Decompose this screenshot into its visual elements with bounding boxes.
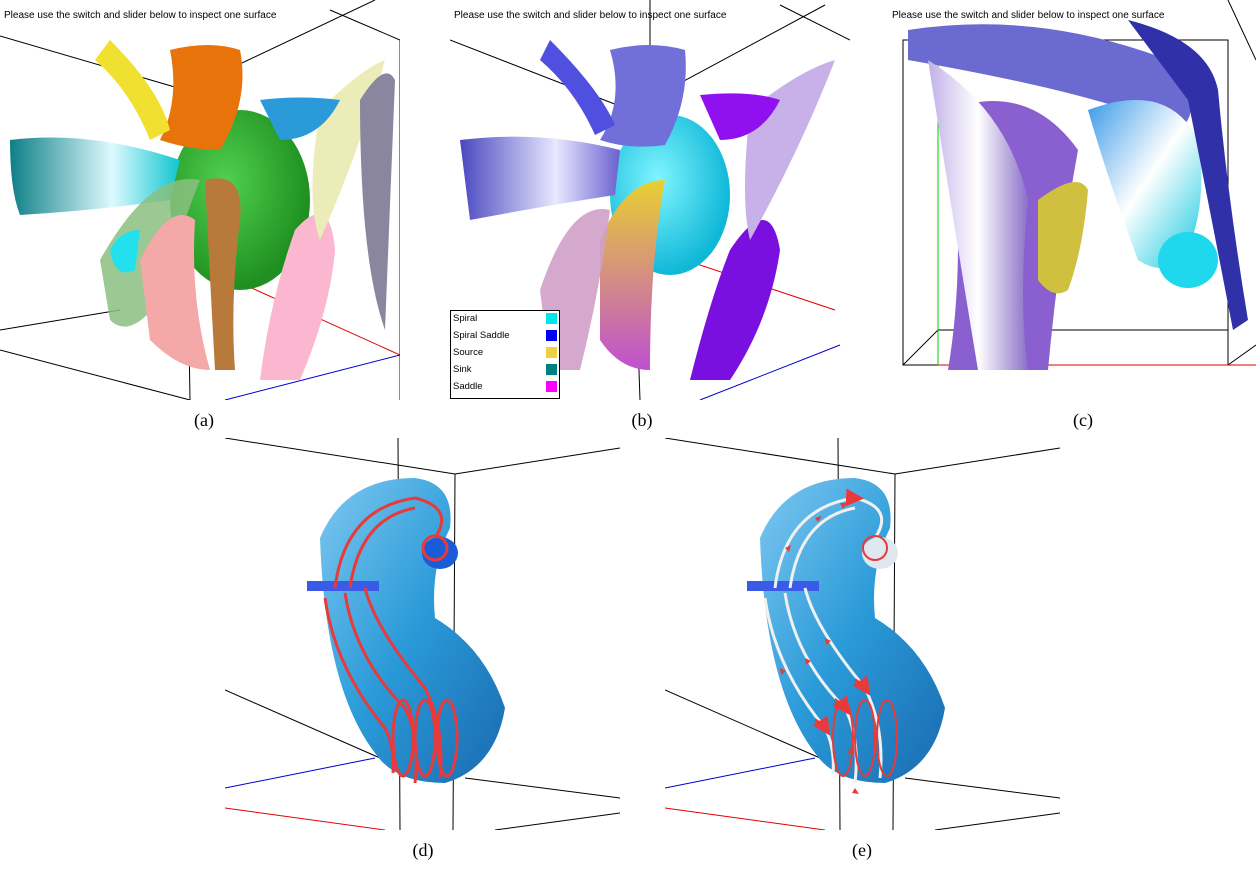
instruction-text: Please use the switch and slider below t… [4, 10, 277, 21]
blue-surface [260, 97, 340, 140]
orange-surface [160, 45, 243, 150]
render-c [902, 0, 1256, 370]
render-d [225, 438, 620, 830]
panel-e [665, 438, 1060, 830]
z-axis [699, 344, 841, 400]
x-axis [244, 284, 400, 356]
violet-surface [690, 220, 780, 380]
teal-surface [10, 137, 180, 215]
navy-surface [1128, 20, 1248, 330]
caption-c: (c) [1073, 410, 1093, 430]
legend-label: Source [453, 347, 484, 358]
lavender-surface [928, 60, 1028, 370]
panel-b: Please use the switch and slider below t… [450, 0, 850, 400]
blue-surface [540, 40, 615, 135]
instruction-text: Please use the switch and slider below t… [892, 10, 1165, 21]
gray-surface [360, 73, 395, 331]
cyan-surface [110, 230, 140, 273]
seed-rake [747, 581, 819, 591]
olive-surface [1038, 182, 1088, 294]
caption-a: (a) [194, 410, 214, 430]
legend-label: Sink [453, 364, 472, 375]
z-axis [224, 354, 400, 400]
legend-item: Source [453, 345, 557, 361]
violet-surface [700, 93, 780, 140]
legend-swatch [546, 364, 557, 375]
tube-surface [320, 478, 505, 783]
panel-d [225, 438, 620, 830]
spiral-core [862, 537, 898, 569]
x-axis [225, 807, 386, 830]
spiral-core [422, 537, 458, 569]
legend-label: Saddle [453, 381, 483, 392]
legend-label: Spiral [453, 313, 478, 324]
legend-label: Spiral Saddle [453, 330, 510, 341]
streamline-rings [832, 535, 898, 777]
tube-surface [760, 478, 945, 783]
caption-d: (d) [412, 840, 434, 860]
seed-rake [307, 581, 379, 591]
gold-surface [600, 180, 665, 370]
cyan-tube [1158, 232, 1218, 288]
legend-item: Saddle [453, 379, 557, 395]
render-a [0, 0, 400, 400]
render-e [665, 438, 1060, 830]
lightpink-surface [260, 214, 335, 380]
brown-surface [205, 178, 241, 370]
caption-e: (e) [852, 840, 872, 860]
blue-surface [600, 45, 686, 147]
legend-swatch [546, 330, 557, 341]
legend-swatch [546, 313, 557, 324]
panel-a: Please use the switch and slider below t… [0, 0, 400, 400]
lavender-surface [745, 60, 835, 240]
z-axis [225, 757, 376, 789]
x-axis [665, 807, 826, 830]
legend-item: Spiral [453, 311, 557, 327]
legend-swatch [546, 347, 557, 358]
cyan-ribbon [1088, 100, 1202, 268]
streamlines [323, 496, 459, 784]
render-b [450, 0, 850, 400]
green-surface [170, 110, 310, 290]
legend-swatch [546, 381, 557, 392]
pink-surface [140, 215, 210, 370]
purple-surface [460, 136, 620, 220]
z-axis [665, 757, 816, 789]
yellow-surface [95, 40, 170, 140]
legend-item: Spiral Saddle [453, 328, 557, 344]
panel-c: Please use the switch and slider below t… [888, 0, 1256, 400]
legend: Spiral Spiral Saddle Source Sink Saddle [450, 310, 560, 399]
legend-item: Sink [453, 362, 557, 378]
instruction-text: Please use the switch and slider below t… [454, 10, 727, 21]
caption-b: (b) [631, 410, 653, 430]
